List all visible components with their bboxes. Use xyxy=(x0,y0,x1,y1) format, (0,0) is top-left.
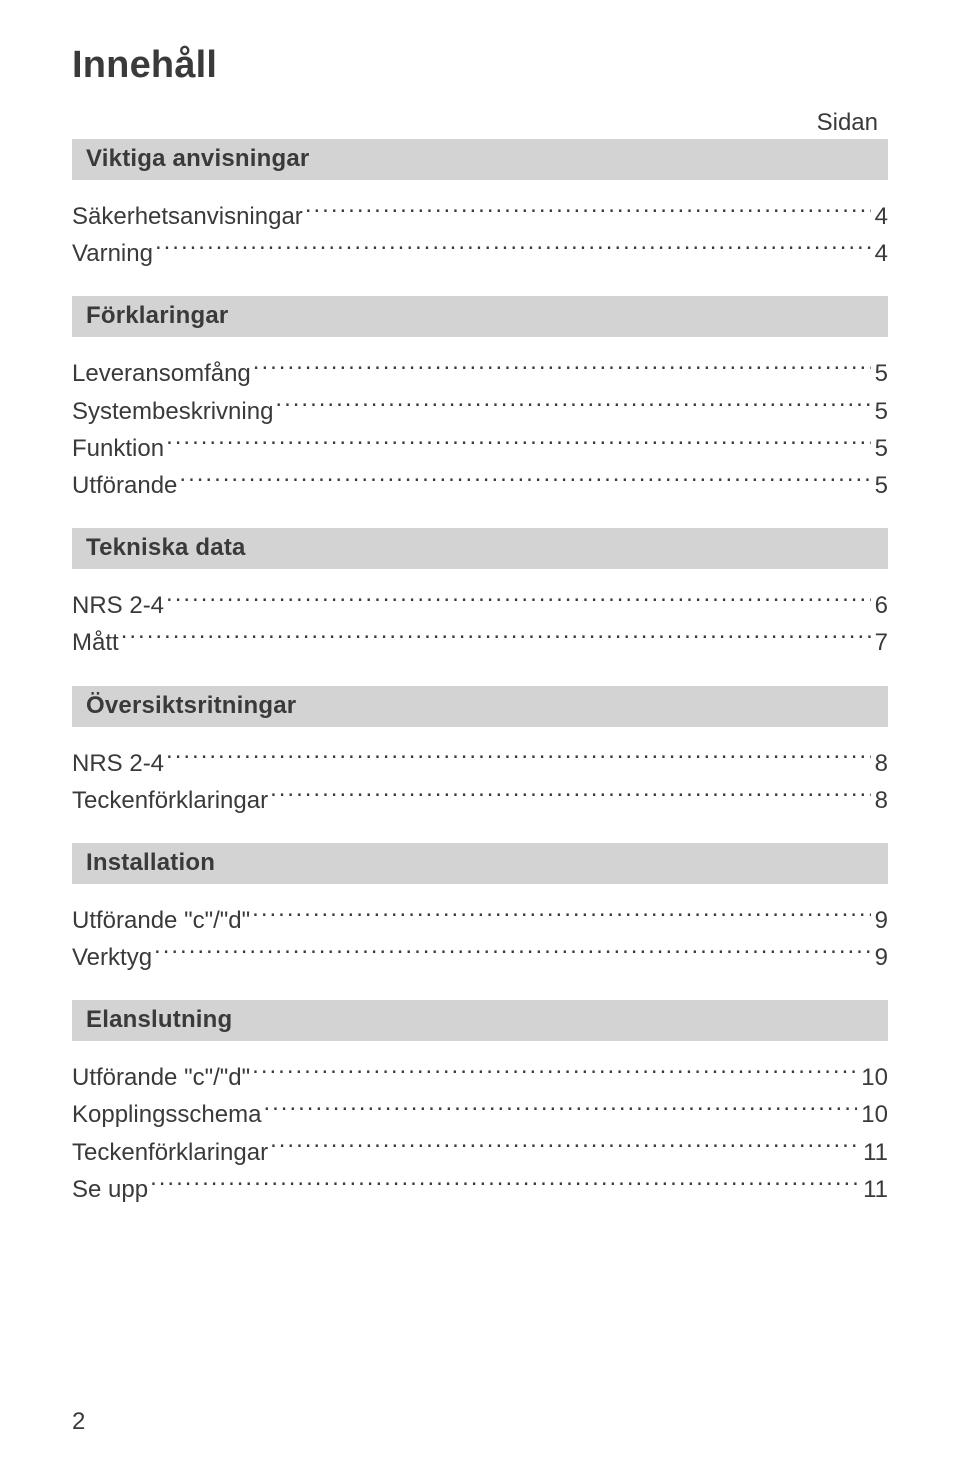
toc-entry-label: Se upp xyxy=(72,1171,150,1208)
toc-entry-label: Varning xyxy=(72,235,155,272)
toc-row: Utförande "c"/"d" 9 xyxy=(72,902,888,939)
toc-dots xyxy=(179,469,870,493)
toc-block: Säkerhetsanvisningar 4 Varning 4 xyxy=(72,180,888,296)
toc-dots xyxy=(155,237,871,261)
toc-entry-label: Mått xyxy=(72,624,121,661)
toc-dots xyxy=(263,1098,857,1122)
toc-entry-label: NRS 2-4 xyxy=(72,745,166,782)
section-heading: Viktiga anvisningar xyxy=(72,139,888,180)
toc-entry-page: 10 xyxy=(857,1059,888,1096)
toc-entry-page: 4 xyxy=(871,198,888,235)
toc-dots xyxy=(166,747,871,771)
toc-entry-label: Teckenförklaringar xyxy=(72,1134,270,1171)
toc-block: Utförande "c"/"d"10Kopplingsschema10Teck… xyxy=(72,1041,888,1232)
toc-entry-page: 9 xyxy=(871,939,888,976)
toc-dots xyxy=(154,941,871,965)
toc-entry-page: 9 xyxy=(871,902,888,939)
toc-row: Systembeskrivning 5 xyxy=(72,393,888,430)
page-number: 2 xyxy=(72,1408,85,1436)
sidan-label: Sidan xyxy=(817,109,878,137)
toc-row: Leveransomfång 5 xyxy=(72,355,888,392)
toc-entry-page: 5 xyxy=(871,393,888,430)
toc-block: Leveransomfång5Systembeskrivning5Funktio… xyxy=(72,337,888,528)
toc-row: Utförande 5 xyxy=(72,467,888,504)
toc-entry-page: 5 xyxy=(871,355,888,392)
toc-entry-label: Utförande "c"/"d" xyxy=(72,1059,252,1096)
toc-entry-page: 6 xyxy=(871,587,888,624)
toc-entry-label: Utförande "c"/"d" xyxy=(72,902,252,939)
toc-entry-page: 7 xyxy=(871,624,888,661)
toc-entry-page: 8 xyxy=(871,782,888,819)
section-heading: Översiktsritningar xyxy=(72,686,888,727)
toc-entry-label: Systembeskrivning xyxy=(72,393,275,430)
toc-entry-page: 4 xyxy=(871,235,888,272)
toc-row: Varning 4 xyxy=(72,235,888,272)
toc-row: NRS 2-4 6 xyxy=(72,587,888,624)
toc-row: NRS 2-4 8 xyxy=(72,745,888,782)
toc-entry-label: NRS 2-4 xyxy=(72,587,166,624)
toc-dots xyxy=(166,432,871,456)
toc-row: Verktyg 9 xyxy=(72,939,888,976)
section-heading: Elanslutning xyxy=(72,1000,888,1041)
toc-container: Viktiga anvisningar Säkerhetsanvisningar 4… xyxy=(72,139,888,1232)
sidan-row: Sidan xyxy=(72,109,888,139)
toc-row: Teckenförklaringar 8 xyxy=(72,782,888,819)
section-heading: Installation xyxy=(72,843,888,884)
toc-dots xyxy=(121,626,871,650)
toc-dots xyxy=(252,1061,857,1085)
toc-entry-label: Säkerhetsanvisningar xyxy=(72,198,305,235)
toc-entry-label: Leveransomfång xyxy=(72,355,253,392)
toc-block: Utförande "c"/"d" 9 Verktyg 9 xyxy=(72,884,888,1000)
toc-row: Teckenförklaringar 11 xyxy=(72,1134,888,1171)
toc-row: Utförande "c"/"d" 10 xyxy=(72,1059,888,1096)
toc-dots xyxy=(253,357,871,381)
toc-block: NRS 2-4 8 Teckenförklaringar 8 xyxy=(72,727,888,843)
toc-row: Se upp 11 xyxy=(72,1171,888,1208)
toc-entry-label: Funktion xyxy=(72,430,166,467)
toc-row: Säkerhetsanvisningar 4 xyxy=(72,198,888,235)
toc-entry-label: Teckenförklaringar xyxy=(72,782,270,819)
toc-row: Kopplingsschema 10 xyxy=(72,1096,888,1133)
toc-entry-page: 8 xyxy=(871,745,888,782)
toc-entry-label: Utförande xyxy=(72,467,179,504)
toc-dots xyxy=(166,589,871,613)
toc-block: NRS 2-4 6 Mått 7 xyxy=(72,569,888,685)
toc-dots xyxy=(270,784,871,808)
section-heading: Förklaringar xyxy=(72,296,888,337)
toc-entry-page: 10 xyxy=(857,1096,888,1133)
toc-entry-label: Kopplingsschema xyxy=(72,1096,263,1133)
toc-entry-page: 5 xyxy=(871,430,888,467)
toc-entry-page: 11 xyxy=(859,1134,888,1171)
toc-entry-page: 5 xyxy=(871,467,888,504)
page-title: Innehåll xyxy=(72,44,888,87)
section-heading: Tekniska data xyxy=(72,528,888,569)
toc-dots xyxy=(305,200,871,224)
toc-row: Mått 7 xyxy=(72,624,888,661)
toc-dots xyxy=(275,395,870,419)
toc-dots xyxy=(270,1136,859,1160)
toc-dots xyxy=(150,1173,859,1197)
toc-entry-label: Verktyg xyxy=(72,939,154,976)
toc-row: Funktion 5 xyxy=(72,430,888,467)
toc-dots xyxy=(252,904,870,928)
toc-entry-page: 11 xyxy=(859,1171,888,1208)
